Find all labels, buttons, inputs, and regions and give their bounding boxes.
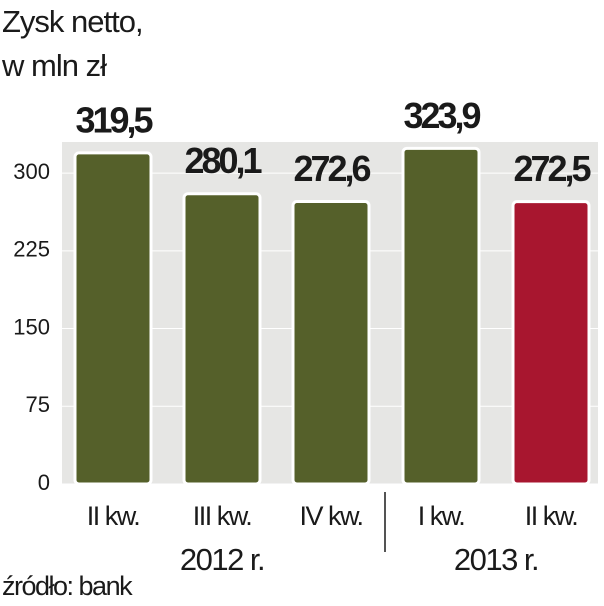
- x-tick-label: IV kw.: [299, 501, 362, 531]
- y-tick-label: 300: [13, 159, 50, 184]
- chart-title: Zysk netto,: [2, 4, 143, 39]
- value-label: 272,6: [293, 148, 370, 189]
- bar: [401, 146, 481, 486]
- y-tick-label: 225: [13, 237, 50, 262]
- x-group-label: 2013 r.: [454, 542, 538, 577]
- value-label: 323,9: [403, 95, 480, 136]
- bar: [511, 200, 591, 486]
- bar: [182, 192, 262, 486]
- value-label: 280,1: [184, 140, 262, 181]
- x-tick-label: I kw.: [418, 501, 465, 531]
- chart-title: w mln zł: [1, 48, 107, 83]
- x-group-label: 2012 r.: [180, 542, 264, 577]
- value-label: 272,5: [513, 148, 591, 189]
- x-tick-label: II kw.: [87, 501, 140, 531]
- y-tick-label: 150: [13, 314, 50, 339]
- y-tick-label: 0: [38, 470, 50, 495]
- y-tick-label: 75: [26, 392, 50, 417]
- source-note: źródło: bank: [2, 571, 133, 601]
- bar: [73, 151, 153, 486]
- x-tick-label: III kw.: [193, 501, 252, 531]
- x-tick-label: II kw.: [525, 501, 578, 531]
- bar: [291, 199, 371, 486]
- value-label: 319,5: [75, 99, 153, 140]
